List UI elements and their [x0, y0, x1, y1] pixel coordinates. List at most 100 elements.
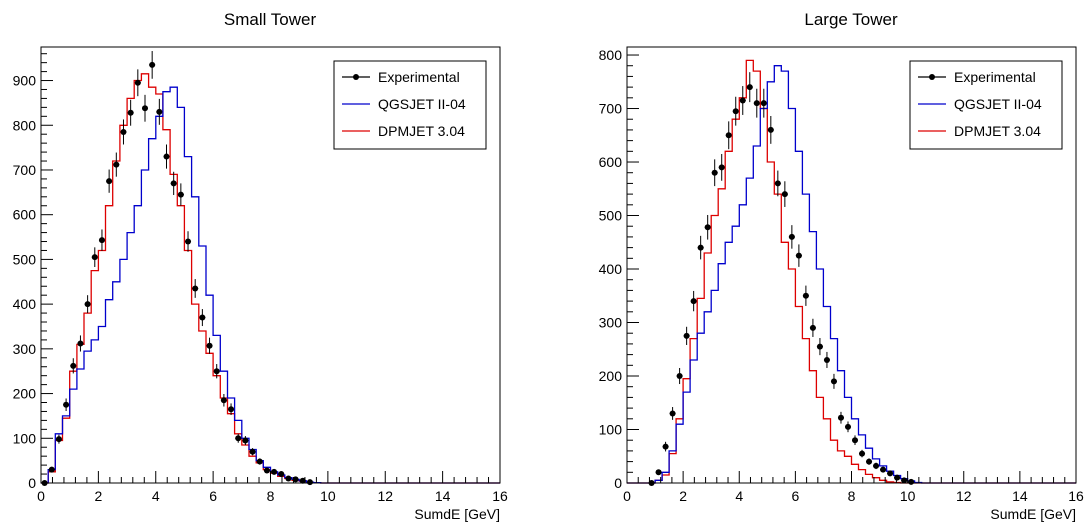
y-tick-label: 600 [13, 207, 37, 223]
data-point [873, 462, 880, 469]
data-point [887, 470, 894, 477]
data-point [760, 100, 767, 107]
data-point [141, 105, 148, 112]
data-point [901, 477, 908, 484]
x-tick-label: 14 [435, 488, 451, 504]
data-point [149, 61, 156, 68]
data-point [220, 397, 227, 404]
data-point [163, 153, 170, 160]
data-point [718, 164, 725, 171]
data-point [859, 450, 866, 457]
data-point [816, 343, 823, 350]
y-tick-label: 300 [13, 341, 37, 357]
data-point [894, 474, 901, 481]
y-tick-label: 700 [599, 101, 623, 117]
data-point [732, 108, 739, 115]
data-point [655, 469, 662, 476]
data-point [256, 458, 263, 465]
y-tick-label: 500 [13, 251, 37, 267]
data-point [908, 478, 915, 485]
chart-title: Small Tower [224, 10, 317, 29]
legend-label-dpmjet: DPMJET 3.04 [378, 123, 465, 139]
data-point [242, 437, 249, 444]
data-point [48, 466, 55, 473]
data-point [285, 475, 292, 482]
legend-label-qgsjet: QGSJET II-04 [378, 96, 466, 112]
data-point [228, 406, 235, 413]
data-point [837, 414, 844, 421]
data-point [809, 324, 816, 331]
data-point [120, 128, 127, 135]
data-point [206, 342, 213, 349]
y-tick-label: 200 [13, 386, 37, 402]
x-tick-label: 10 [320, 488, 336, 504]
y-tick-label: 500 [599, 208, 623, 224]
x-axis-label: SumdE [GeV] [414, 506, 500, 522]
y-tick-label: 100 [13, 430, 37, 446]
x-tick-label: 16 [1068, 488, 1084, 504]
y-tick-label: 900 [13, 73, 37, 89]
data-point [271, 468, 278, 475]
data-point [249, 448, 256, 455]
y-tick-label: 800 [599, 47, 623, 63]
data-point [844, 423, 851, 430]
data-point [91, 254, 98, 261]
data-point [63, 401, 70, 408]
x-tick-label: 2 [94, 488, 102, 504]
x-tick-label: 4 [152, 488, 160, 504]
x-tick-label: 8 [848, 488, 856, 504]
x-tick-label: 6 [791, 488, 799, 504]
data-point [690, 298, 697, 305]
data-point [292, 476, 299, 483]
data-point [753, 100, 760, 107]
y-tick-label: 600 [599, 154, 623, 170]
x-tick-label: 16 [492, 488, 508, 504]
x-tick-label: 0 [37, 488, 45, 504]
x-tick-label: 8 [267, 488, 275, 504]
y-tick-label: 100 [599, 422, 623, 438]
data-point [781, 191, 788, 198]
y-tick-label: 0 [28, 475, 36, 491]
data-point [711, 169, 718, 176]
data-point [113, 161, 120, 168]
data-point [880, 466, 887, 473]
data-point [704, 224, 711, 231]
data-point [676, 373, 683, 380]
y-tick-label: 800 [13, 117, 37, 133]
data-point [767, 126, 774, 133]
data-point [177, 191, 184, 198]
data-point [823, 356, 830, 363]
legend-label-qgsjet: QGSJET II-04 [954, 96, 1042, 112]
y-tick-label: 400 [599, 261, 623, 277]
data-point [852, 437, 859, 444]
data-point [263, 467, 270, 474]
x-tick-label: 2 [679, 488, 687, 504]
data-point [185, 238, 192, 245]
legend-box [333, 60, 487, 150]
chart-panel-2: Large Tower 0 2 4 6 8 10 12 14 16 0 100 200 300 400 500… [599, 10, 1084, 522]
x-tick-label: 0 [623, 488, 631, 504]
chart-panel-1: Small Tower 0 2 4 6 8 10 12 14 16 0 100 200 300 400 500… [13, 10, 508, 522]
data-point [739, 97, 746, 104]
data-point [683, 332, 690, 339]
data-point [213, 368, 220, 375]
y-tick-label: 300 [599, 315, 623, 331]
legend-marker [929, 74, 935, 80]
data-point [802, 292, 809, 299]
data-point [106, 178, 113, 185]
x-tick-label: 14 [1012, 488, 1028, 504]
legend: Experimental QGSJET II-04 DPMJET 3.04 [333, 60, 487, 150]
data-point [199, 314, 206, 321]
data-point [299, 477, 306, 484]
y-tick-label: 700 [13, 162, 37, 178]
data-point [774, 180, 781, 187]
legend: Experimental QGSJET II-04 DPMJET 3.04 [909, 60, 1063, 150]
y-tick-label: 400 [13, 296, 37, 312]
x-tick-label: 6 [209, 488, 217, 504]
data-point [192, 285, 199, 292]
data-point [84, 301, 91, 308]
data-point [662, 443, 669, 450]
data-point [278, 471, 285, 478]
data-point [127, 109, 134, 116]
x-tick-label: 12 [956, 488, 972, 504]
